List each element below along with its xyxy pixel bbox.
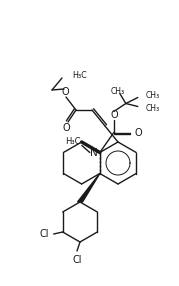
Text: O: O bbox=[135, 128, 142, 138]
Text: N: N bbox=[90, 148, 98, 158]
Text: O: O bbox=[110, 110, 118, 120]
Polygon shape bbox=[78, 174, 100, 202]
Text: H₃C: H₃C bbox=[65, 137, 81, 146]
Text: CH₃: CH₃ bbox=[111, 87, 125, 96]
Text: Cl: Cl bbox=[72, 255, 82, 265]
Text: CH₃: CH₃ bbox=[146, 91, 160, 100]
Text: H₃C: H₃C bbox=[72, 71, 87, 80]
Text: O: O bbox=[61, 87, 69, 97]
Text: Cl: Cl bbox=[40, 229, 49, 239]
Text: O: O bbox=[62, 123, 70, 133]
Text: CH₃: CH₃ bbox=[146, 104, 160, 113]
